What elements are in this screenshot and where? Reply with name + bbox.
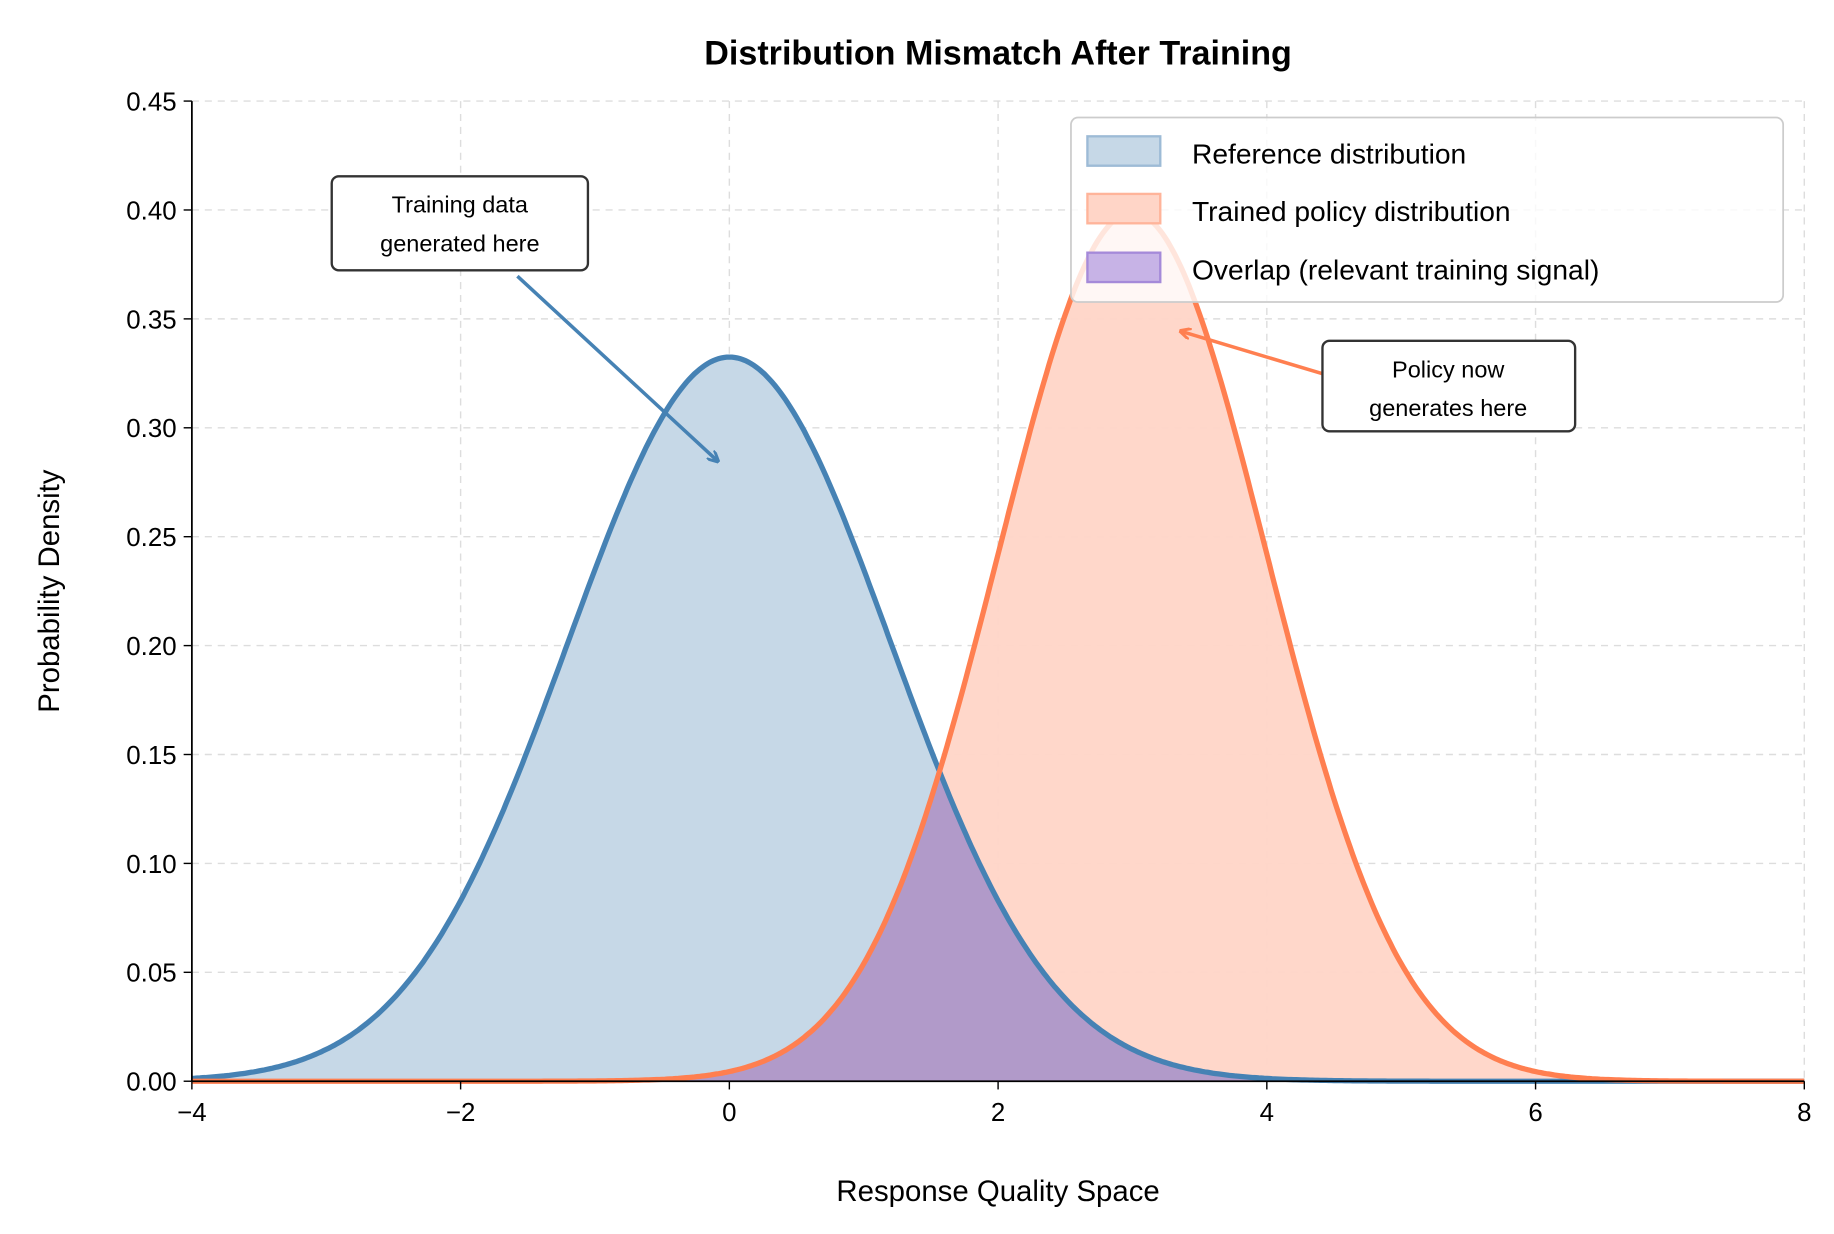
- x-tick-label: 4: [1260, 1099, 1274, 1127]
- trained-area: [191, 212, 1805, 1082]
- legend-swatch-overlap: [1086, 251, 1162, 284]
- y-tick-label: 0.15: [126, 742, 176, 770]
- training-data-text: Training data: [392, 192, 529, 218]
- ticks: −4 −2 0 2 4 6 8 0.00 0.05 0.10 0.15 0.20 0.25 0.30 0.3…: [126, 88, 1811, 1127]
- legend-label-trained: Trained policy distribution: [1192, 195, 1511, 227]
- fills: [191, 212, 1805, 1082]
- y-tick-label: 0.05: [126, 960, 176, 988]
- y-tick-label: 0.25: [126, 524, 176, 552]
- x-axis-label: Response Quality Space: [836, 1175, 1159, 1208]
- y-tick-label: 0.10: [126, 851, 176, 879]
- x-tick-label: 6: [1528, 1099, 1542, 1127]
- legend-label-overlap: Overlap (relevant training signal): [1192, 254, 1599, 286]
- policy-box: [1321, 339, 1577, 433]
- training-data-arrow: [516, 274, 717, 461]
- legend: Reference distribution Trained policy di…: [1070, 116, 1785, 303]
- legend-swatch-trained: [1086, 192, 1162, 225]
- y-tick-label: 0.00: [126, 1069, 176, 1097]
- annotations: Training data generated here Policy now gen…: [330, 175, 1577, 461]
- reference-area: [191, 357, 1805, 1082]
- x-tick-label: 2: [991, 1099, 1005, 1127]
- y-tick-label: 0.30: [126, 415, 176, 443]
- training-data-text: generated here: [380, 231, 539, 257]
- legend-frame: [1070, 116, 1785, 303]
- x-tick-label: 8: [1797, 1099, 1811, 1127]
- policy-text: Policy now: [1392, 356, 1505, 382]
- overlap-area: [191, 773, 1805, 1082]
- y-tick-label: 0.40: [126, 197, 176, 225]
- legend-label-reference: Reference distribution: [1192, 137, 1466, 169]
- policy-text: generates here: [1369, 395, 1527, 421]
- x-tick-label: 0: [722, 1099, 736, 1127]
- policy-arrow: [1181, 331, 1323, 376]
- training-data-box: [330, 175, 590, 272]
- legend-swatch-reference: [1086, 135, 1162, 167]
- y-tick-label: 0.20: [126, 633, 176, 661]
- x-tick-label: −4: [177, 1099, 206, 1127]
- chart-title: Distribution Mismatch After Training: [704, 35, 1292, 73]
- y-tick-label: 0.35: [126, 306, 176, 334]
- y-axis-label: Probability Density: [33, 469, 66, 713]
- x-tick-label: −2: [446, 1099, 475, 1127]
- y-tick-label: 0.45: [126, 88, 176, 116]
